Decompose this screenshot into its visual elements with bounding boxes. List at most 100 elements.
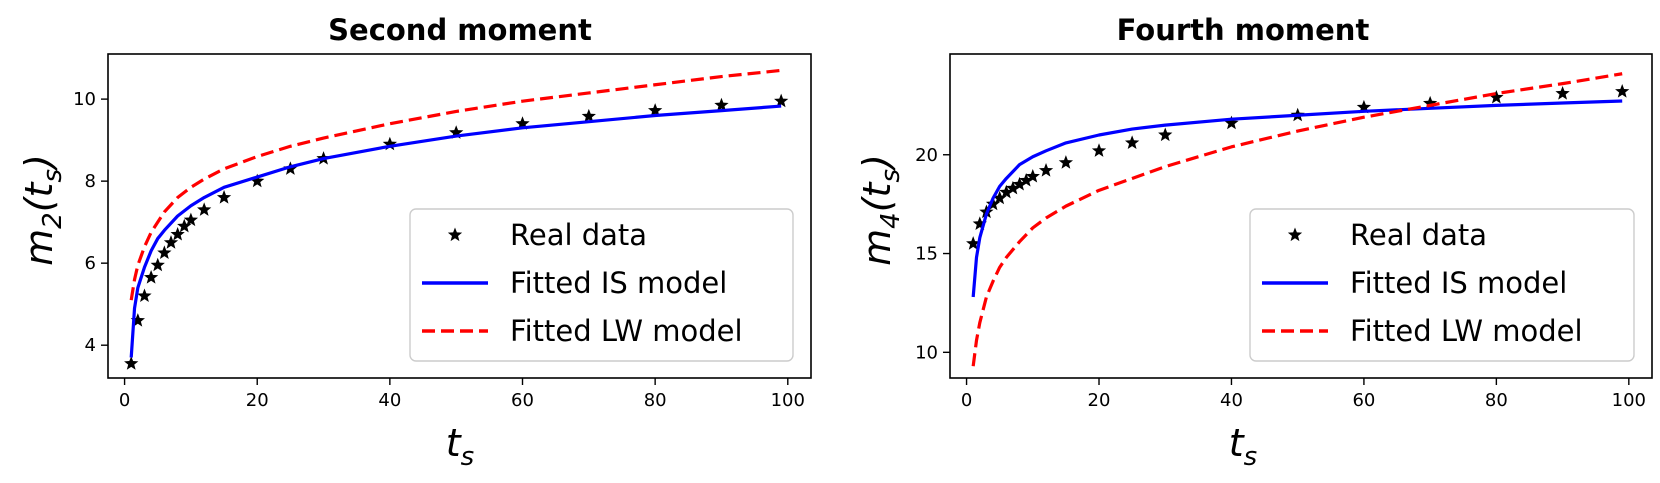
legend-label: Fitted LW model [510, 314, 743, 348]
legend-label: Real data [1350, 218, 1487, 252]
legend-label: Fitted LW model [1350, 314, 1583, 348]
legend-entry: Real data [447, 218, 647, 252]
x-axis-label-base: t [446, 421, 463, 465]
x-tick-label: 40 [378, 390, 401, 411]
x-tick-label: 100 [1612, 390, 1646, 411]
y-tick-label: 8 [85, 171, 96, 192]
data-point [216, 190, 232, 204]
y-axis-label-base: m [17, 229, 61, 266]
data-point [157, 245, 172, 259]
x-tick-label: 20 [1088, 390, 1111, 411]
data-point [1615, 84, 1630, 98]
data-point [985, 196, 1001, 211]
data-point [137, 288, 152, 303]
data-point [1423, 95, 1438, 110]
series-real-data [966, 84, 1630, 250]
data-point [1012, 176, 1027, 191]
plot-area [107, 53, 812, 379]
legend-label: Fitted IS model [510, 266, 727, 300]
data-point [449, 125, 464, 139]
data-point [1091, 143, 1107, 157]
data-point [1038, 163, 1054, 177]
y-tick-label: 20 [915, 145, 938, 166]
legend-entry: Fitted LW model [422, 314, 743, 348]
data-point [1158, 127, 1173, 142]
data-point [124, 356, 139, 370]
legend-entry: Fitted LW model [1262, 314, 1583, 348]
axes-frame [107, 53, 812, 379]
data-point [774, 93, 789, 108]
x-tick-label: 60 [511, 390, 534, 411]
x-axis-ticks: 0 20 40 60 80 100 [961, 378, 1646, 411]
legend-entry: Real data [1287, 218, 1487, 252]
x-tick-label: 100 [771, 390, 805, 411]
y-axis-label-arg-sub: s [876, 169, 906, 183]
data-point [1019, 172, 1034, 187]
data-point [170, 226, 185, 241]
data-point [1489, 89, 1504, 104]
x-axis-label: ts [1229, 421, 1257, 472]
data-point [1058, 155, 1074, 169]
data-point [714, 97, 729, 112]
x-tick-label: 0 [119, 390, 130, 411]
data-point [972, 216, 987, 230]
data-point [1124, 135, 1140, 149]
legend-star-icon [447, 227, 463, 242]
legend-box [1249, 208, 1635, 362]
x-tick-label: 40 [1220, 390, 1243, 411]
x-axis-label: ts [446, 421, 474, 472]
data-point [581, 108, 596, 123]
data-point [1005, 180, 1021, 195]
data-point [966, 236, 981, 250]
y-axis-label: m2(ts) [17, 154, 68, 266]
data-point [1356, 99, 1372, 114]
y-tick-label: 15 [915, 244, 938, 265]
data-layer [124, 68, 789, 370]
data-point [1025, 168, 1040, 183]
x-tick-label: 80 [1485, 390, 1508, 411]
data-point [163, 235, 179, 249]
x-tick-label: 80 [644, 390, 667, 411]
y-axis-label: m4(ts) [855, 154, 906, 266]
series-line-lw-model [971, 72, 1623, 367]
data-point [143, 270, 159, 284]
x-tick-label: 20 [246, 390, 269, 411]
x-axis-label-sub: s [1244, 442, 1258, 472]
data-point [1224, 115, 1239, 130]
data-point [1555, 86, 1570, 100]
data-point [197, 202, 212, 216]
data-layer [966, 72, 1630, 367]
x-tick-label: 0 [961, 390, 972, 411]
x-axis-label-sub: s [461, 442, 475, 472]
legend-label: Real data [510, 218, 647, 252]
y-axis-label-sub: 4 [876, 212, 906, 229]
data-point [250, 173, 265, 188]
y-axis-ticks: 10 15 20 [915, 145, 950, 363]
legend-box [409, 208, 794, 362]
legend: Real data Fitted IS model Fitted LW model [409, 208, 794, 362]
x-tick-label: 60 [1352, 390, 1375, 411]
data-point [999, 184, 1014, 199]
data-point [150, 257, 165, 272]
y-tick-label: 10 [73, 89, 96, 110]
plot-area [949, 53, 1653, 379]
legend-label: Fitted IS model [1350, 266, 1567, 300]
y-axis-ticks: 4 6 8 10 [73, 89, 108, 356]
y-axis-label-arg-sub: s [38, 169, 68, 183]
y-axis-label-arg: t [855, 180, 899, 197]
series-line-is-model [129, 104, 782, 358]
x-axis-label-base: t [1229, 421, 1246, 465]
series-line-lw-model [129, 68, 782, 301]
y-axis-label-base: m [855, 229, 899, 266]
x-axis-ticks: 0 20 40 60 80 100 [119, 378, 805, 411]
chart-title: Second moment [328, 13, 592, 47]
data-point [177, 218, 192, 233]
legend-entry: Fitted IS model [1262, 266, 1567, 300]
data-point [648, 103, 663, 117]
legend-star-icon [1287, 227, 1303, 242]
y-tick-label: 10 [915, 342, 938, 363]
y-tick-label: 4 [85, 335, 96, 356]
